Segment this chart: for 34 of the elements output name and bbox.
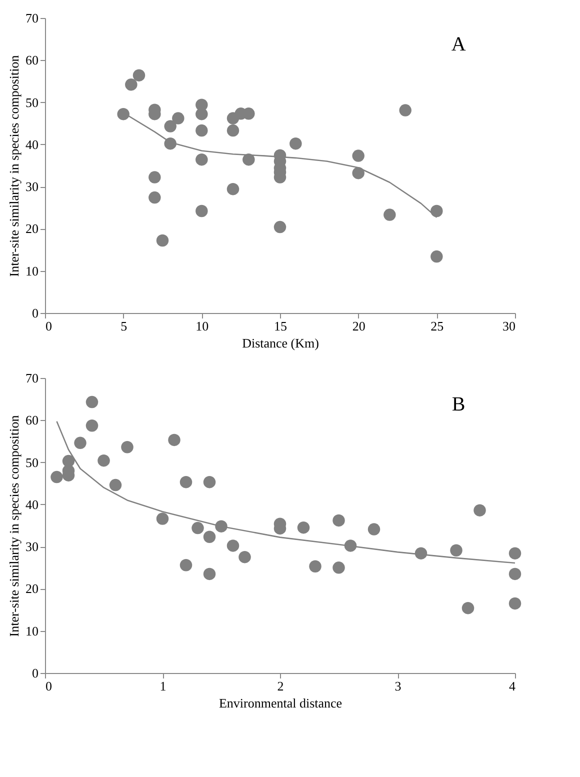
x-tick-label: 3	[394, 678, 402, 694]
y-tick-label: 0	[32, 666, 38, 680]
x-tick-label: 20	[352, 318, 366, 334]
x-tick-label: 0	[46, 318, 52, 334]
y-tick-label: 30	[26, 539, 38, 554]
x-tick-label: 25	[430, 318, 444, 334]
y-axis-title: Inter-site similarity in species composition	[6, 54, 22, 277]
y-tick-label: 70	[26, 10, 38, 26]
y-tick-label: 60	[26, 52, 38, 68]
y-axis-title: Inter-site similarity in species composition	[6, 414, 22, 637]
annotation: B	[452, 394, 466, 416]
y-tick-label: 70	[26, 370, 38, 386]
y-tick-label: 10	[26, 623, 38, 638]
y-tick-label: 50	[26, 454, 38, 470]
annotation: A	[451, 34, 466, 56]
y-tick-label: 50	[26, 94, 38, 110]
x-tick-label: 5	[120, 318, 128, 334]
y-tick-label: 40	[26, 136, 38, 152]
y-tick-label: 10	[26, 263, 38, 278]
x-tick-label: 4	[509, 678, 516, 694]
x-axis-title: Distance (Km)	[242, 336, 319, 350]
x-tick-label: 0	[46, 678, 52, 694]
y-tick-label: 30	[26, 179, 38, 194]
y-tick-label: 40	[26, 496, 38, 512]
x-tick-label: 1	[160, 678, 166, 694]
x-axis-title: Environmental distance	[218, 696, 342, 710]
x-tick-label: 2	[277, 678, 284, 694]
x-tick-label: 10	[196, 318, 209, 334]
y-tick-label: 20	[26, 221, 38, 236]
x-tick-label: 30	[502, 318, 516, 334]
y-tick-label: 60	[26, 412, 38, 428]
y-tick-label: 20	[26, 581, 38, 596]
x-tick-label: 15	[274, 318, 287, 334]
y-tick-label: 0	[32, 306, 38, 320]
